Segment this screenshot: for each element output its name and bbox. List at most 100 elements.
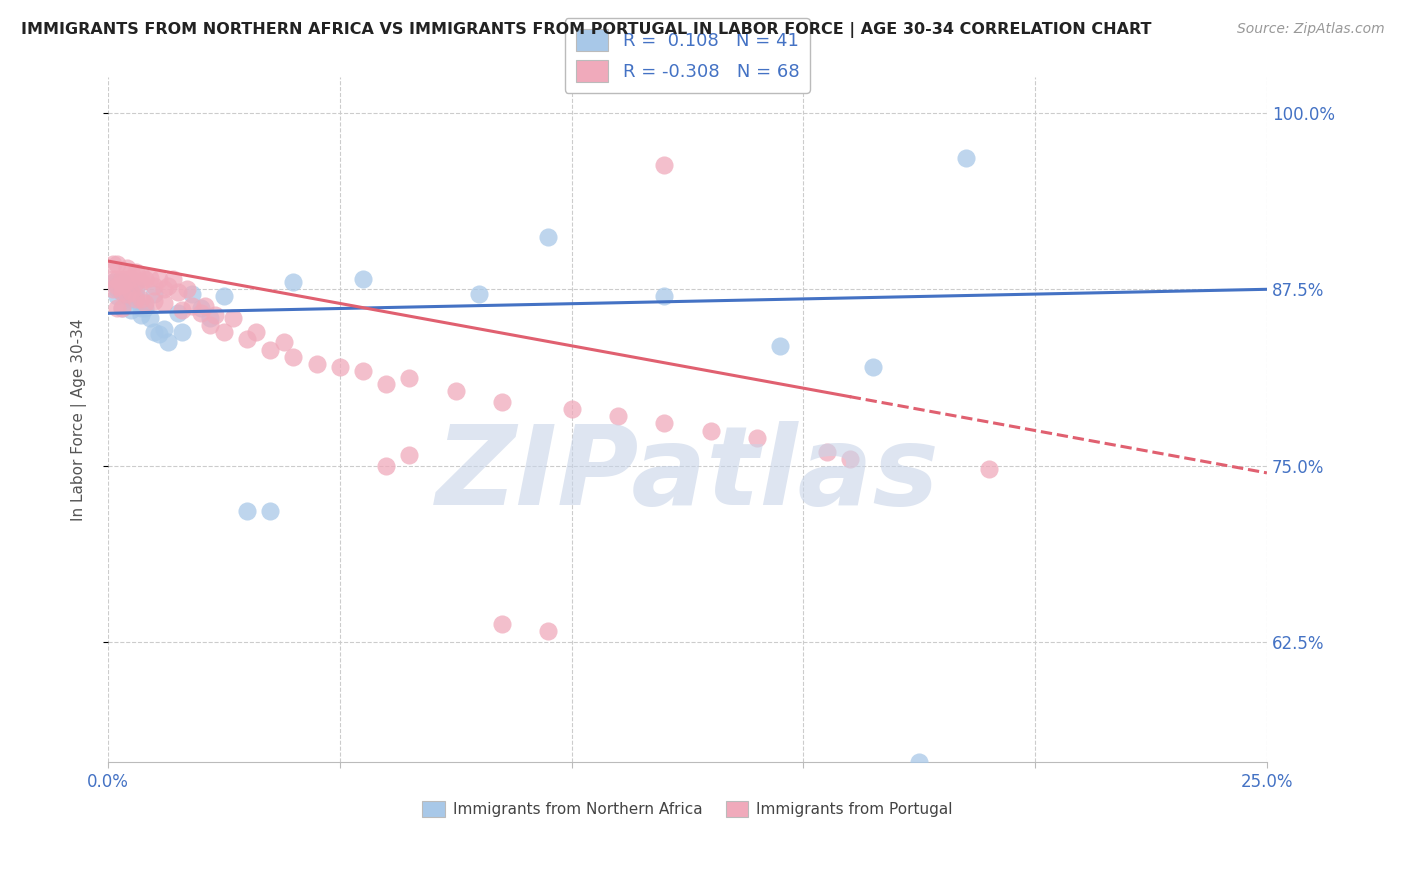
Point bbox=[143, 286, 166, 301]
Point bbox=[283, 350, 305, 364]
Point bbox=[125, 282, 148, 296]
Point bbox=[134, 272, 156, 286]
Point bbox=[352, 272, 374, 286]
Point bbox=[699, 424, 721, 438]
Point bbox=[143, 325, 166, 339]
Point bbox=[111, 278, 134, 293]
Point bbox=[329, 359, 352, 374]
Point bbox=[129, 301, 152, 315]
Point bbox=[120, 303, 142, 318]
Point bbox=[120, 292, 142, 306]
Point bbox=[129, 308, 152, 322]
Point bbox=[352, 364, 374, 378]
Point bbox=[148, 327, 170, 342]
Point bbox=[105, 272, 128, 286]
Point bbox=[129, 275, 152, 289]
Point bbox=[204, 308, 226, 322]
Point bbox=[398, 371, 420, 385]
Point bbox=[444, 384, 467, 398]
Point bbox=[120, 285, 142, 299]
Point bbox=[259, 343, 281, 357]
Point bbox=[125, 292, 148, 306]
Point bbox=[105, 279, 128, 293]
Point bbox=[134, 301, 156, 315]
Point bbox=[111, 301, 134, 315]
Point bbox=[236, 504, 259, 518]
Legend: Immigrants from Northern Africa, Immigrants from Portugal: Immigrants from Northern Africa, Immigra… bbox=[416, 795, 959, 823]
Point bbox=[105, 257, 128, 271]
Point bbox=[129, 268, 152, 282]
Point bbox=[166, 306, 188, 320]
Point bbox=[152, 296, 174, 310]
Point bbox=[105, 282, 128, 296]
Point bbox=[176, 282, 198, 296]
Point bbox=[111, 301, 134, 315]
Point bbox=[222, 310, 245, 325]
Point bbox=[607, 409, 630, 424]
Point bbox=[125, 275, 148, 289]
Point bbox=[305, 357, 328, 371]
Point bbox=[977, 461, 1000, 475]
Point bbox=[143, 279, 166, 293]
Point bbox=[236, 332, 259, 346]
Point bbox=[115, 261, 138, 276]
Point bbox=[172, 303, 194, 318]
Y-axis label: In Labor Force | Age 30-34: In Labor Force | Age 30-34 bbox=[72, 318, 87, 521]
Point bbox=[105, 289, 128, 303]
Point bbox=[111, 285, 134, 299]
Point bbox=[190, 301, 212, 315]
Point bbox=[259, 504, 281, 518]
Point bbox=[166, 285, 188, 299]
Point bbox=[115, 286, 138, 301]
Point bbox=[375, 458, 398, 473]
Point bbox=[283, 275, 305, 289]
Point bbox=[120, 265, 142, 279]
Point bbox=[111, 285, 134, 299]
Point bbox=[115, 282, 138, 296]
Point bbox=[908, 756, 931, 770]
Point bbox=[101, 257, 124, 271]
Point bbox=[769, 339, 792, 353]
Point bbox=[115, 289, 138, 303]
Point bbox=[139, 271, 162, 285]
Point bbox=[134, 296, 156, 310]
Point bbox=[101, 282, 124, 296]
Point bbox=[180, 299, 202, 313]
Point bbox=[561, 402, 583, 417]
Point bbox=[838, 451, 860, 466]
Point bbox=[245, 325, 267, 339]
Point bbox=[105, 275, 128, 289]
Point bbox=[172, 325, 194, 339]
Point bbox=[194, 299, 217, 313]
Point bbox=[111, 272, 134, 286]
Point bbox=[105, 301, 128, 315]
Point bbox=[115, 272, 138, 286]
Point bbox=[198, 310, 221, 325]
Point bbox=[815, 444, 838, 458]
Point bbox=[212, 289, 235, 303]
Point bbox=[101, 272, 124, 286]
Point bbox=[148, 272, 170, 286]
Text: IMMIGRANTS FROM NORTHERN AFRICA VS IMMIGRANTS FROM PORTUGAL IN LABOR FORCE | AGE: IMMIGRANTS FROM NORTHERN AFRICA VS IMMIG… bbox=[21, 22, 1152, 38]
Point bbox=[143, 293, 166, 308]
Point bbox=[157, 334, 180, 349]
Point bbox=[101, 275, 124, 289]
Point bbox=[139, 310, 162, 325]
Point bbox=[468, 286, 491, 301]
Point bbox=[862, 359, 884, 374]
Text: Source: ZipAtlas.com: Source: ZipAtlas.com bbox=[1237, 22, 1385, 37]
Point bbox=[157, 279, 180, 293]
Point bbox=[152, 282, 174, 296]
Point bbox=[537, 624, 560, 638]
Point bbox=[120, 272, 142, 286]
Point bbox=[190, 306, 212, 320]
Point bbox=[652, 158, 675, 172]
Point bbox=[652, 289, 675, 303]
Point bbox=[652, 417, 675, 431]
Point bbox=[745, 431, 768, 445]
Point bbox=[125, 265, 148, 279]
Point bbox=[162, 272, 184, 286]
Point bbox=[375, 376, 398, 391]
Point bbox=[198, 318, 221, 332]
Point bbox=[491, 617, 513, 632]
